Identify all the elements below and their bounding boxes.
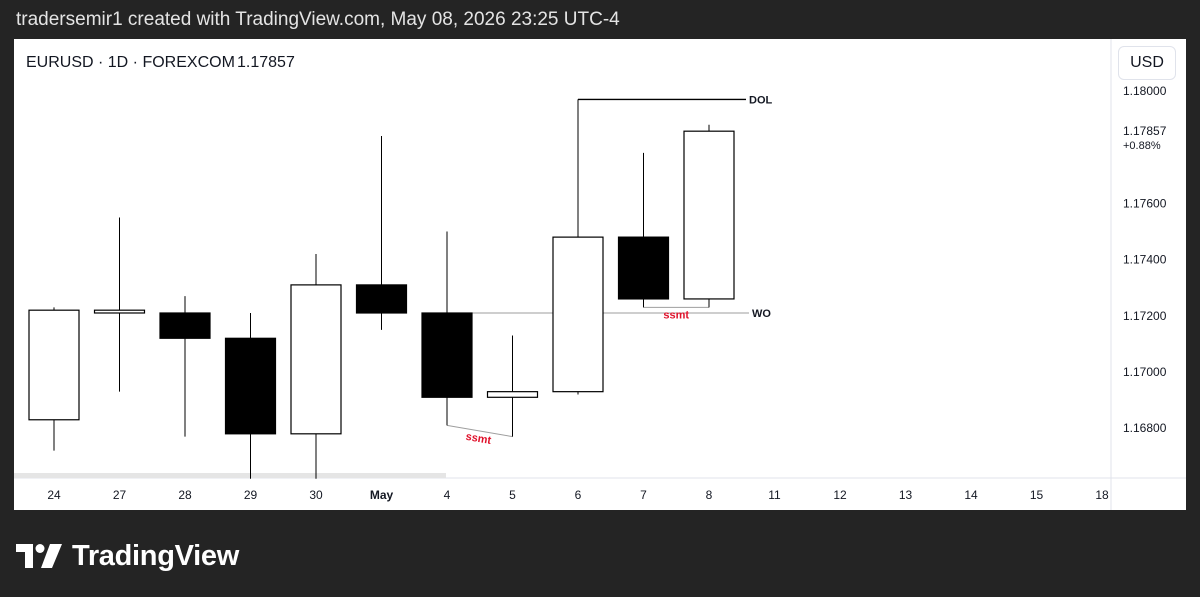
x-tick-label: 29: [244, 488, 258, 502]
x-tick-label: 14: [964, 488, 978, 502]
x-tick-label: 30: [309, 488, 323, 502]
candle-body: [552, 236, 604, 393]
y-tick-label: 1.17400: [1123, 253, 1167, 267]
chart-last-price: 1.17857: [237, 54, 295, 71]
y-tick-label: 1.17600: [1123, 196, 1167, 210]
x-tick-label: 13: [899, 488, 913, 502]
wo-label: WO: [752, 308, 771, 320]
history-band: [14, 473, 446, 478]
tradingview-logo-icon: [16, 544, 62, 568]
chart-axes: [14, 39, 1186, 510]
brand: TradingView: [16, 536, 239, 576]
y-tick-label: 1.16800: [1123, 421, 1167, 435]
x-tick-label: 27: [113, 488, 127, 502]
x-tick-label: 11: [768, 488, 781, 502]
dol-label: DOL: [749, 94, 773, 106]
y-tick-label: 1.18000: [1123, 84, 1167, 98]
x-tick-label: 6: [575, 488, 582, 502]
x-tick-label: 28: [178, 488, 192, 502]
candle-body: [159, 312, 211, 339]
candle-body: [486, 391, 539, 398]
chart-title: EURUSD · 1D · FOREXCOM: [26, 54, 235, 71]
candle-body: [355, 284, 408, 314]
candle-body: [93, 309, 146, 314]
ssmt-label: ssmt: [465, 431, 493, 447]
ssmt-label: ssmt: [663, 309, 689, 321]
x-tick-label: 5: [509, 488, 516, 502]
candle-body: [224, 337, 277, 435]
x-tick-label: May: [370, 488, 394, 502]
x-tick-label: 15: [1030, 488, 1044, 502]
ssmt-line: [446, 424, 513, 438]
candle-body: [617, 236, 670, 300]
chart-attribution: tradersemir1 created with TradingView.co…: [16, 9, 620, 30]
brand-name: TradingView: [72, 539, 239, 572]
candles: [28, 99, 735, 479]
currency-button[interactable]: USD: [1118, 46, 1176, 80]
x-tick-label: 8: [706, 488, 713, 502]
axis-labels: 1.18000 1.17600 1.17400 1.17200 1.17000 1.168…: [47, 84, 1166, 502]
y-tick-label: 1.17200: [1123, 309, 1167, 323]
x-tick-label: 24: [47, 488, 61, 502]
y-last-price-label: 1.17857: [1123, 124, 1167, 138]
x-tick-label: 7: [640, 488, 647, 502]
chart-panel[interactable]: EURUSD · 1D · FOREXCOM 1.17857 DOL WO ssmt…: [14, 39, 1186, 510]
x-tick-label: 4: [444, 488, 451, 502]
candle-body: [290, 284, 342, 435]
candlestick-chart[interactable]: EURUSD · 1D · FOREXCOM 1.17857 DOL WO ssmt…: [14, 39, 1186, 510]
candle-body: [28, 309, 80, 421]
y-change-label: +0.88%: [1123, 140, 1161, 152]
x-tick-label: 18: [1095, 488, 1109, 502]
candle-body: [421, 312, 473, 398]
x-tick-label: 12: [833, 488, 847, 502]
candle-body: [683, 130, 735, 300]
y-tick-label: 1.17000: [1123, 365, 1167, 379]
